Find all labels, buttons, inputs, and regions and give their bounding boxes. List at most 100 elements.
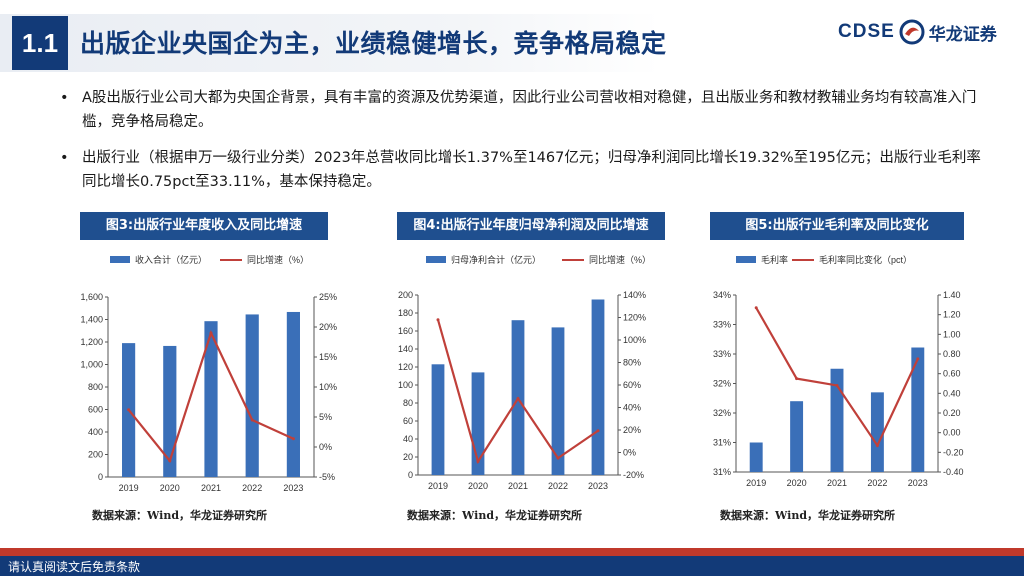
right-tick-label: 0.20 — [943, 408, 961, 418]
bullet-dot: • — [60, 150, 69, 166]
bullet-dot: • — [60, 90, 69, 106]
legend-label: 同比增速（%） — [247, 254, 309, 265]
right-tick-label: 0.80 — [943, 349, 961, 359]
line-point — [291, 437, 295, 441]
bar — [591, 299, 605, 475]
line-point — [127, 408, 131, 412]
revenue-chart: 收入合计（亿元） 同比增速（%） 0 200 400 600 800 1,000 1,200 1,… — [80, 254, 337, 493]
line-point — [835, 383, 839, 387]
bar — [286, 311, 300, 477]
right-tick-label: 5% — [319, 412, 332, 422]
logo-cn-text: 华龙证券 — [928, 24, 997, 45]
left-tick-label: 200 — [88, 450, 103, 460]
left-tick-label: 33% — [713, 320, 731, 330]
right-tick-label: 1.00 — [943, 329, 961, 339]
bar — [551, 327, 565, 475]
left-tick-label: 31% — [713, 467, 731, 477]
right-tick-label: 0.60 — [943, 369, 961, 379]
left-tick-label: 1,600 — [80, 292, 103, 302]
right-tick-label: -0.20 — [943, 447, 964, 457]
legend-label: 毛利率 — [761, 254, 788, 265]
bar — [870, 392, 884, 472]
x-tick-label: 2020 — [787, 478, 807, 488]
left-tick-label: 60 — [403, 416, 413, 426]
line-point — [516, 397, 520, 400]
chart-title: 图5:出版行业毛利率及同比变化 — [710, 212, 964, 240]
company-logo: CDSE 华龙证券 — [838, 18, 997, 46]
left-tick-label: 140 — [398, 344, 413, 354]
line-point — [250, 418, 254, 422]
x-tick-label: 2021 — [508, 481, 528, 491]
left-tick-label: 600 — [88, 405, 103, 415]
left-tick-label: 80 — [403, 398, 413, 408]
chart-source: 数据来源：Wind，华龙证券研究所 — [92, 509, 268, 522]
line-point — [556, 456, 560, 460]
right-tick-label: 80% — [623, 358, 641, 368]
left-tick-label: 40 — [403, 434, 413, 444]
left-tick-label: 0 — [98, 472, 103, 482]
left-tick-label: 100 — [398, 380, 413, 390]
x-tick-label: 2023 — [588, 481, 608, 491]
left-tick-label: 31% — [713, 438, 731, 448]
left-tick-label: 800 — [88, 382, 103, 392]
net-profit-chart: 归母净利合计（亿元） 同比增速（%） 0 20 40 60 80 100 120 140 160 18… — [398, 254, 651, 491]
left-tick-label: 120 — [398, 362, 413, 372]
legend-bar-swatch — [736, 256, 756, 263]
x-tick-label: 2022 — [242, 483, 262, 493]
left-tick-label: 33% — [713, 349, 731, 359]
gross-margin-chart: 毛利率 毛利率同比变化（pct） 31% 31% 32% 32% 33% 33% 34% -0.4… — [713, 254, 964, 488]
bar — [830, 368, 844, 472]
x-tick-label: 2019 — [428, 481, 448, 491]
section-number: 1.1 — [12, 16, 68, 70]
legend-label: 归母净利合计（亿元） — [451, 254, 541, 265]
bar — [163, 345, 177, 477]
left-tick-label: 1,200 — [80, 337, 103, 347]
bar — [790, 401, 804, 472]
line-point — [436, 318, 440, 322]
right-tick-label: 0.00 — [943, 428, 961, 438]
right-tick-label: 20% — [319, 322, 337, 332]
left-tick-label: 1,000 — [80, 360, 103, 370]
page-title: 出版企业央国企为主，业绩稳健增长，竞争格局稳定 — [80, 29, 667, 58]
right-tick-label: 60% — [623, 380, 641, 390]
bar — [749, 442, 763, 472]
dragon-logo-icon — [899, 19, 925, 45]
x-tick-label: 2022 — [867, 478, 887, 488]
right-tick-label: 20% — [623, 425, 641, 435]
x-tick-label: 2021 — [201, 483, 221, 493]
right-tick-label: 40% — [623, 403, 641, 413]
right-tick-label: 15% — [319, 352, 337, 362]
x-tick-label: 2019 — [119, 483, 139, 493]
legend-bar-swatch — [426, 256, 446, 263]
line-point — [476, 460, 480, 463]
left-tick-label: 180 — [398, 308, 413, 318]
x-tick-label: 2021 — [827, 478, 847, 488]
chart-title: 图4:出版行业年度归母净利润及同比增速 — [397, 212, 665, 240]
legend-label: 毛利率同比变化（pct） — [819, 254, 912, 265]
right-tick-label: 25% — [319, 292, 337, 302]
left-tick-label: 32% — [713, 379, 731, 389]
bar — [911, 347, 925, 472]
logo-text: CDSE — [838, 21, 895, 42]
disclaimer-text: 请认真阅读文后免责条款 — [8, 560, 141, 574]
line-point — [754, 306, 758, 310]
line-point — [875, 443, 879, 447]
right-tick-label: -20% — [623, 470, 644, 480]
right-tick-label: -5% — [319, 472, 335, 482]
bar — [245, 314, 259, 477]
x-tick-label: 2020 — [160, 483, 180, 493]
legend-bar-swatch — [110, 256, 130, 263]
line-point — [795, 377, 799, 381]
left-tick-label: 400 — [88, 427, 103, 437]
left-tick-label: 20 — [403, 452, 413, 462]
right-tick-label: 0% — [319, 442, 332, 452]
right-tick-label: -0.40 — [943, 467, 964, 477]
x-tick-label: 2020 — [468, 481, 488, 491]
bullet-list: • A股出版行业公司大都为央国企背景，具有丰富的资源及优势渠道，因此行业公司营收… — [60, 86, 990, 206]
right-tick-label: 140% — [623, 290, 646, 300]
bullet-text: 出版行业（根据申万一级行业分类）2023年总营收同比增长1.37%至1467亿元… — [82, 150, 981, 190]
right-tick-label: 1.40 — [943, 290, 961, 300]
line-point — [596, 429, 600, 433]
chart-source: 数据来源：Wind，华龙证券研究所 — [720, 509, 896, 522]
left-tick-label: 200 — [398, 290, 413, 300]
